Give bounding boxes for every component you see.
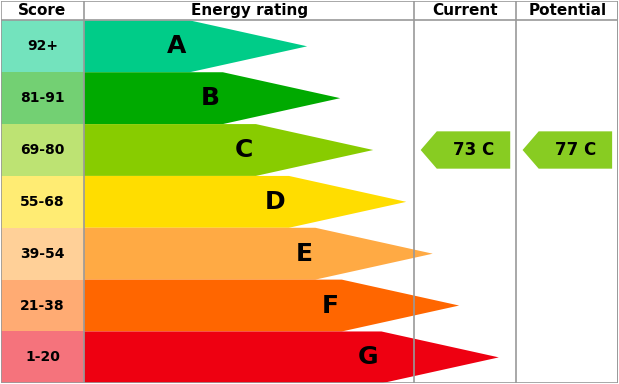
FancyBboxPatch shape — [1, 228, 84, 280]
Text: B: B — [201, 86, 220, 110]
Text: 73 C: 73 C — [453, 141, 494, 159]
Text: 81-91: 81-91 — [20, 91, 65, 105]
Polygon shape — [84, 124, 373, 176]
Polygon shape — [84, 280, 459, 331]
Text: 21-38: 21-38 — [20, 298, 65, 313]
Polygon shape — [421, 131, 510, 169]
Polygon shape — [84, 176, 406, 228]
Polygon shape — [522, 131, 612, 169]
Text: C: C — [235, 138, 253, 162]
Polygon shape — [84, 331, 499, 383]
Text: D: D — [265, 190, 286, 214]
Text: 77 C: 77 C — [555, 141, 596, 159]
FancyBboxPatch shape — [1, 124, 84, 176]
Text: 92+: 92+ — [27, 39, 58, 53]
FancyBboxPatch shape — [1, 20, 84, 72]
Text: 55-68: 55-68 — [20, 195, 65, 209]
Text: Current: Current — [433, 3, 498, 18]
Polygon shape — [84, 228, 433, 280]
Text: Score: Score — [18, 3, 66, 18]
FancyBboxPatch shape — [1, 280, 84, 331]
Text: 39-54: 39-54 — [20, 247, 64, 261]
Text: Potential: Potential — [528, 3, 607, 18]
Text: G: G — [358, 345, 378, 369]
Text: 69-80: 69-80 — [20, 143, 64, 157]
Text: E: E — [295, 242, 312, 266]
Polygon shape — [84, 20, 307, 72]
Text: Energy rating: Energy rating — [191, 3, 308, 18]
Text: A: A — [167, 34, 187, 58]
FancyBboxPatch shape — [1, 331, 84, 383]
FancyBboxPatch shape — [1, 176, 84, 228]
Polygon shape — [84, 72, 340, 124]
Text: F: F — [322, 293, 339, 318]
FancyBboxPatch shape — [1, 72, 84, 124]
Text: 1-20: 1-20 — [25, 350, 60, 364]
